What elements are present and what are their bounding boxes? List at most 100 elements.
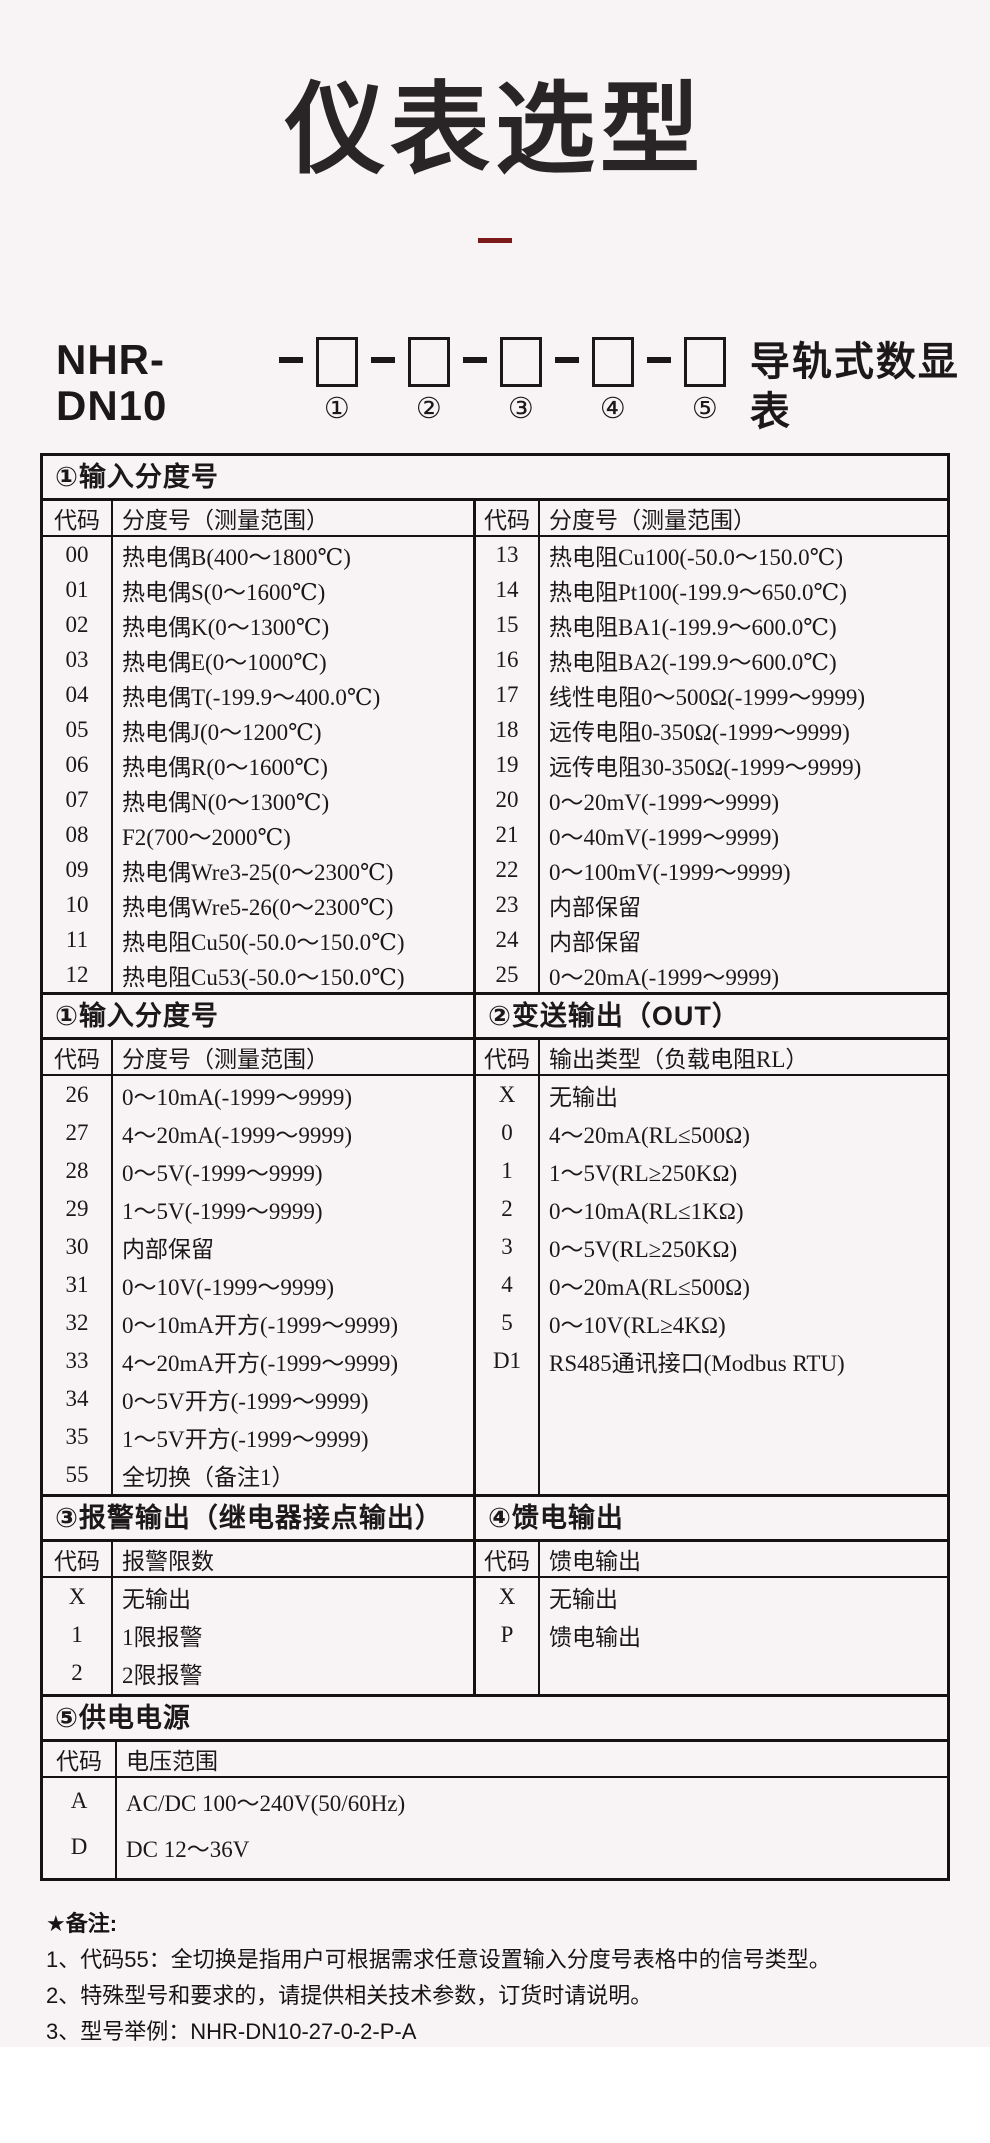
- row-desc: 0～10V(RL≥4KΩ): [549, 1313, 726, 1338]
- row-code: 16: [495, 646, 519, 672]
- table-body: 26 27 28 29 30 31 32: [43, 1076, 473, 1494]
- row-desc: 内部保留: [549, 894, 641, 920]
- row-desc: 内部保留: [549, 929, 641, 955]
- code-column: 00 01 02 03 04 05: [43, 537, 113, 992]
- section1-title: ①输入分度号: [43, 456, 947, 501]
- model-suffix: 导轨式数显表: [749, 340, 960, 434]
- row-desc: 热电偶J(0～1200℃): [122, 719, 322, 745]
- row-desc: 1～5V(RL≥250KΩ): [549, 1161, 738, 1186]
- row-desc: 热电偶N(0～1300℃): [122, 789, 330, 815]
- model-code-box: [591, 337, 634, 387]
- row-desc: 0～10V(-1999～9999): [122, 1275, 335, 1300]
- row-desc: 0～100mV(-1999～9999): [549, 859, 791, 885]
- code-column: 26 27 28 29 30 31 32: [43, 1076, 113, 1494]
- section-alarm-and-feed: ③报警输出（继电器接点输出） 代码 报警限数 X 1 2: [43, 1494, 947, 1694]
- code-column: X 1 2: [43, 1578, 113, 1694]
- section2-right-half: ②变送输出（OUT） 代码 输出类型（负载电阻RL） X 0 1 2: [476, 995, 947, 1494]
- row-code: 2: [71, 1660, 83, 1685]
- row-desc: 热电偶R(0～1600℃): [122, 754, 328, 780]
- row-code: 0: [501, 1120, 513, 1145]
- header-code: 代码: [476, 501, 540, 535]
- row-code: 23: [495, 891, 519, 917]
- model-slot: ④: [591, 337, 634, 426]
- row-code: 05: [65, 716, 89, 742]
- row-desc: 馈电输出: [549, 1625, 641, 1650]
- row-code: 04: [65, 681, 89, 707]
- row-code: 03: [65, 646, 89, 672]
- row-desc: 0～5V开方(-1999～9999): [122, 1389, 369, 1414]
- table-body: X 0 1 2 3 4 5: [476, 1076, 947, 1494]
- paper-background: 仪表选型 NHR-DN10 ① ② ③: [0, 0, 990, 2047]
- table-body: X P 无输出 馈电输出: [476, 1578, 947, 1694]
- row-code: 26: [65, 1082, 89, 1107]
- model-code-diagram: NHR-DN10 ① ② ③: [56, 337, 990, 437]
- row-desc: RS485通讯接口(Modbus RTU): [549, 1351, 845, 1376]
- desc-column: 无输出 4～20mA(RL≤500Ω) 1～5V(RL≥250KΩ) 0～10m…: [540, 1076, 947, 1494]
- model-dash: [646, 357, 671, 363]
- model-slot: ⑤: [683, 337, 726, 426]
- row-code: 1: [501, 1158, 513, 1183]
- model-slots: ① ② ③ ④: [266, 337, 726, 426]
- desc-column: AC/DC 100～240V(50/60Hz) DC 12～36V: [117, 1778, 947, 1878]
- model-position-number: ④: [599, 393, 626, 425]
- model-position-number: ②: [415, 393, 442, 425]
- table-header: 代码 分度号（测量范围）: [43, 1040, 473, 1076]
- row-desc: 0～10mA开方(-1999～9999): [122, 1313, 398, 1338]
- row-code: 19: [495, 751, 519, 777]
- row-code: A: [70, 1788, 88, 1813]
- row-code: 24: [495, 926, 519, 952]
- remarks-title: ★备注:: [46, 1911, 118, 1936]
- header-code: 代码: [43, 1040, 113, 1074]
- row-code: 4: [501, 1272, 513, 1297]
- row-code: 2: [501, 1196, 513, 1221]
- table-header: 代码 馈电输出: [476, 1542, 947, 1578]
- section1-left-half: 代码 分度号（测量范围） 00 01 02 03: [43, 501, 476, 992]
- row-code: 5: [501, 1310, 513, 1335]
- row-desc: 无输出: [122, 1587, 191, 1612]
- model-slot: ②: [407, 337, 450, 426]
- row-desc: 热电阻Pt100(-199.9～650.0℃): [549, 579, 847, 605]
- row-code: 07: [65, 786, 89, 812]
- row-desc: 1限报警: [122, 1625, 203, 1650]
- model-code-box: [499, 337, 542, 387]
- section1-right-half: 代码 分度号（测量范围） 13 14 15 16: [476, 501, 947, 992]
- row-code: X: [68, 1584, 86, 1609]
- row-code: 02: [65, 611, 89, 637]
- model-code-box: [315, 337, 358, 387]
- row-code: 18: [495, 716, 519, 742]
- model-slot: ③: [499, 337, 542, 426]
- selection-table: ①输入分度号 代码 分度号（测量范围） 00 01: [40, 453, 950, 1881]
- desc-column: 无输出 馈电输出: [540, 1578, 947, 1694]
- row-desc: 内部保留: [122, 1237, 214, 1262]
- row-desc: 无输出: [549, 1587, 618, 1612]
- header-desc: 电压范围: [126, 1749, 218, 1774]
- header-desc: 馈电输出: [549, 1549, 641, 1574]
- section5-title: ⑤供电电源: [43, 1697, 947, 1742]
- row-desc: 1～5V开方(-1999～9999): [122, 1427, 369, 1452]
- row-desc: 4～20mA(-1999～9999): [122, 1123, 352, 1148]
- row-code: D: [70, 1834, 88, 1859]
- desc-column: 无输出 1限报警 2限报警: [113, 1578, 473, 1694]
- row-code: 13: [495, 541, 519, 567]
- row-code: 31: [65, 1272, 89, 1297]
- desc-column: 热电偶B(400～1800℃) 热电偶S(0～1600℃) 热电偶K(0～130…: [113, 537, 473, 992]
- row-desc: 热电偶B(400～1800℃): [122, 544, 351, 570]
- page-title: 仪表选型: [285, 74, 705, 186]
- header-code: 代码: [476, 1542, 540, 1576]
- row-code: 1: [71, 1622, 83, 1647]
- row-code: 20: [495, 786, 519, 812]
- row-desc: 1～5V(-1999～9999): [122, 1199, 323, 1224]
- row-desc: 无输出: [549, 1085, 618, 1110]
- model-code-box: [407, 337, 450, 387]
- header-desc: 分度号（测量范围）: [122, 1047, 329, 1072]
- row-code: P: [500, 1622, 514, 1647]
- row-code: 34: [65, 1386, 89, 1411]
- row-desc: 0～20mV(-1999～9999): [549, 789, 779, 815]
- code-column: X 0 1 2 3 4 5: [476, 1076, 540, 1494]
- row-desc: 热电偶Wre5-26(0～2300℃): [122, 894, 394, 920]
- row-desc: 热电偶T(-199.9～400.0℃): [122, 684, 381, 710]
- table-header: 代码 报警限数: [43, 1542, 473, 1578]
- row-desc: AC/DC 100～240V(50/60Hz): [126, 1791, 406, 1816]
- remark-item-1: 1、代码55：全切换是指用户可根据需求任意设置输入分度号表格中的信号类型。: [46, 1947, 831, 1972]
